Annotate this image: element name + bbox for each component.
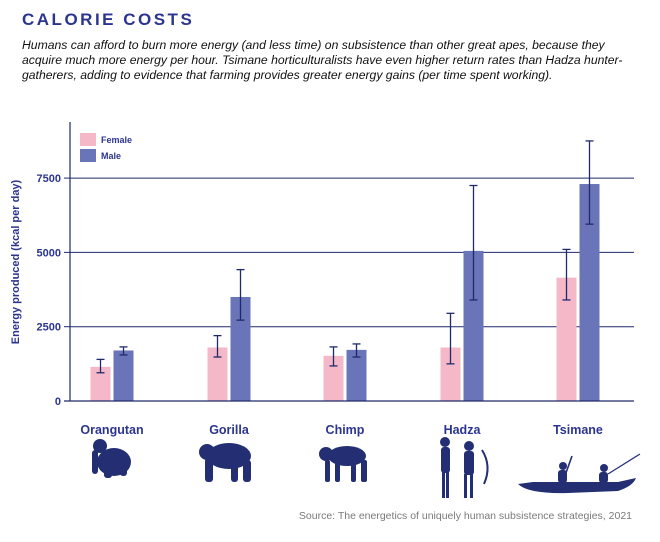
legend-swatch-female [80,133,96,146]
bar-female-hadza [440,347,461,401]
bar-male-gorilla [230,296,251,401]
category-label-tsimane: Tsimane [553,423,603,437]
legend-swatch-male [80,149,96,162]
gridlines [64,177,634,402]
category-label-hadza: Hadza [444,423,482,437]
bar-female-orangutan [90,366,111,401]
bar-male-orangutan [113,350,134,401]
category-label-chimp: Chimp [326,423,365,437]
gorilla-icon [199,443,251,482]
category-label-orangutan: Orangutan [80,423,143,437]
ytick-label: 0 [55,396,61,408]
orangutan-icon [92,439,131,478]
error-bar-female-tsimane [562,248,571,301]
tsimane-canoe-icon [518,453,641,494]
ytick-label: 7500 [37,173,61,185]
bar-female-gorilla [207,347,228,401]
ytick-label: 2500 [37,322,61,334]
x-category-labels: Orangutan Gorilla Chimp Hadza Tsimane [80,423,603,437]
error-bar-male-chimp [352,343,361,358]
bar-male-tsimane [579,184,600,401]
source-note: Source: The energetics of uniquely human… [298,510,632,522]
hadza-hunters-icon [440,437,489,498]
bar-female-chimp [323,355,344,401]
error-bar-female-gorilla [213,334,222,358]
ytick-label: 5000 [37,247,61,259]
category-label-gorilla: Gorilla [209,423,250,437]
error-bars [96,140,594,374]
legend-label-female: Female [101,135,132,145]
bar-female-tsimane [556,277,577,401]
error-bar-male-orangutan [119,346,128,356]
error-bar-female-hadza [446,312,455,365]
error-bar-male-gorilla [236,268,245,321]
chart-title: CALORIE COSTS [22,10,195,29]
error-bar-male-tsimane [585,140,594,225]
chimp-icon [319,446,367,482]
bar-male-hadza [463,250,484,401]
chart-subtitle: Humans can afford to burn more energy (a… [22,38,623,82]
y-axis-label: Energy produced (kcal per day) [10,179,22,344]
legend-label-male: Male [101,151,121,161]
error-bar-female-orangutan [96,358,105,374]
bar-male-chimp [346,349,367,401]
bars [90,184,600,401]
y-tick-labels: 0 2500 5000 7500 [37,173,61,408]
legend: Female Male [80,133,132,162]
error-bar-male-hadza [469,184,478,301]
axes [64,122,634,402]
error-bar-female-chimp [329,346,338,367]
